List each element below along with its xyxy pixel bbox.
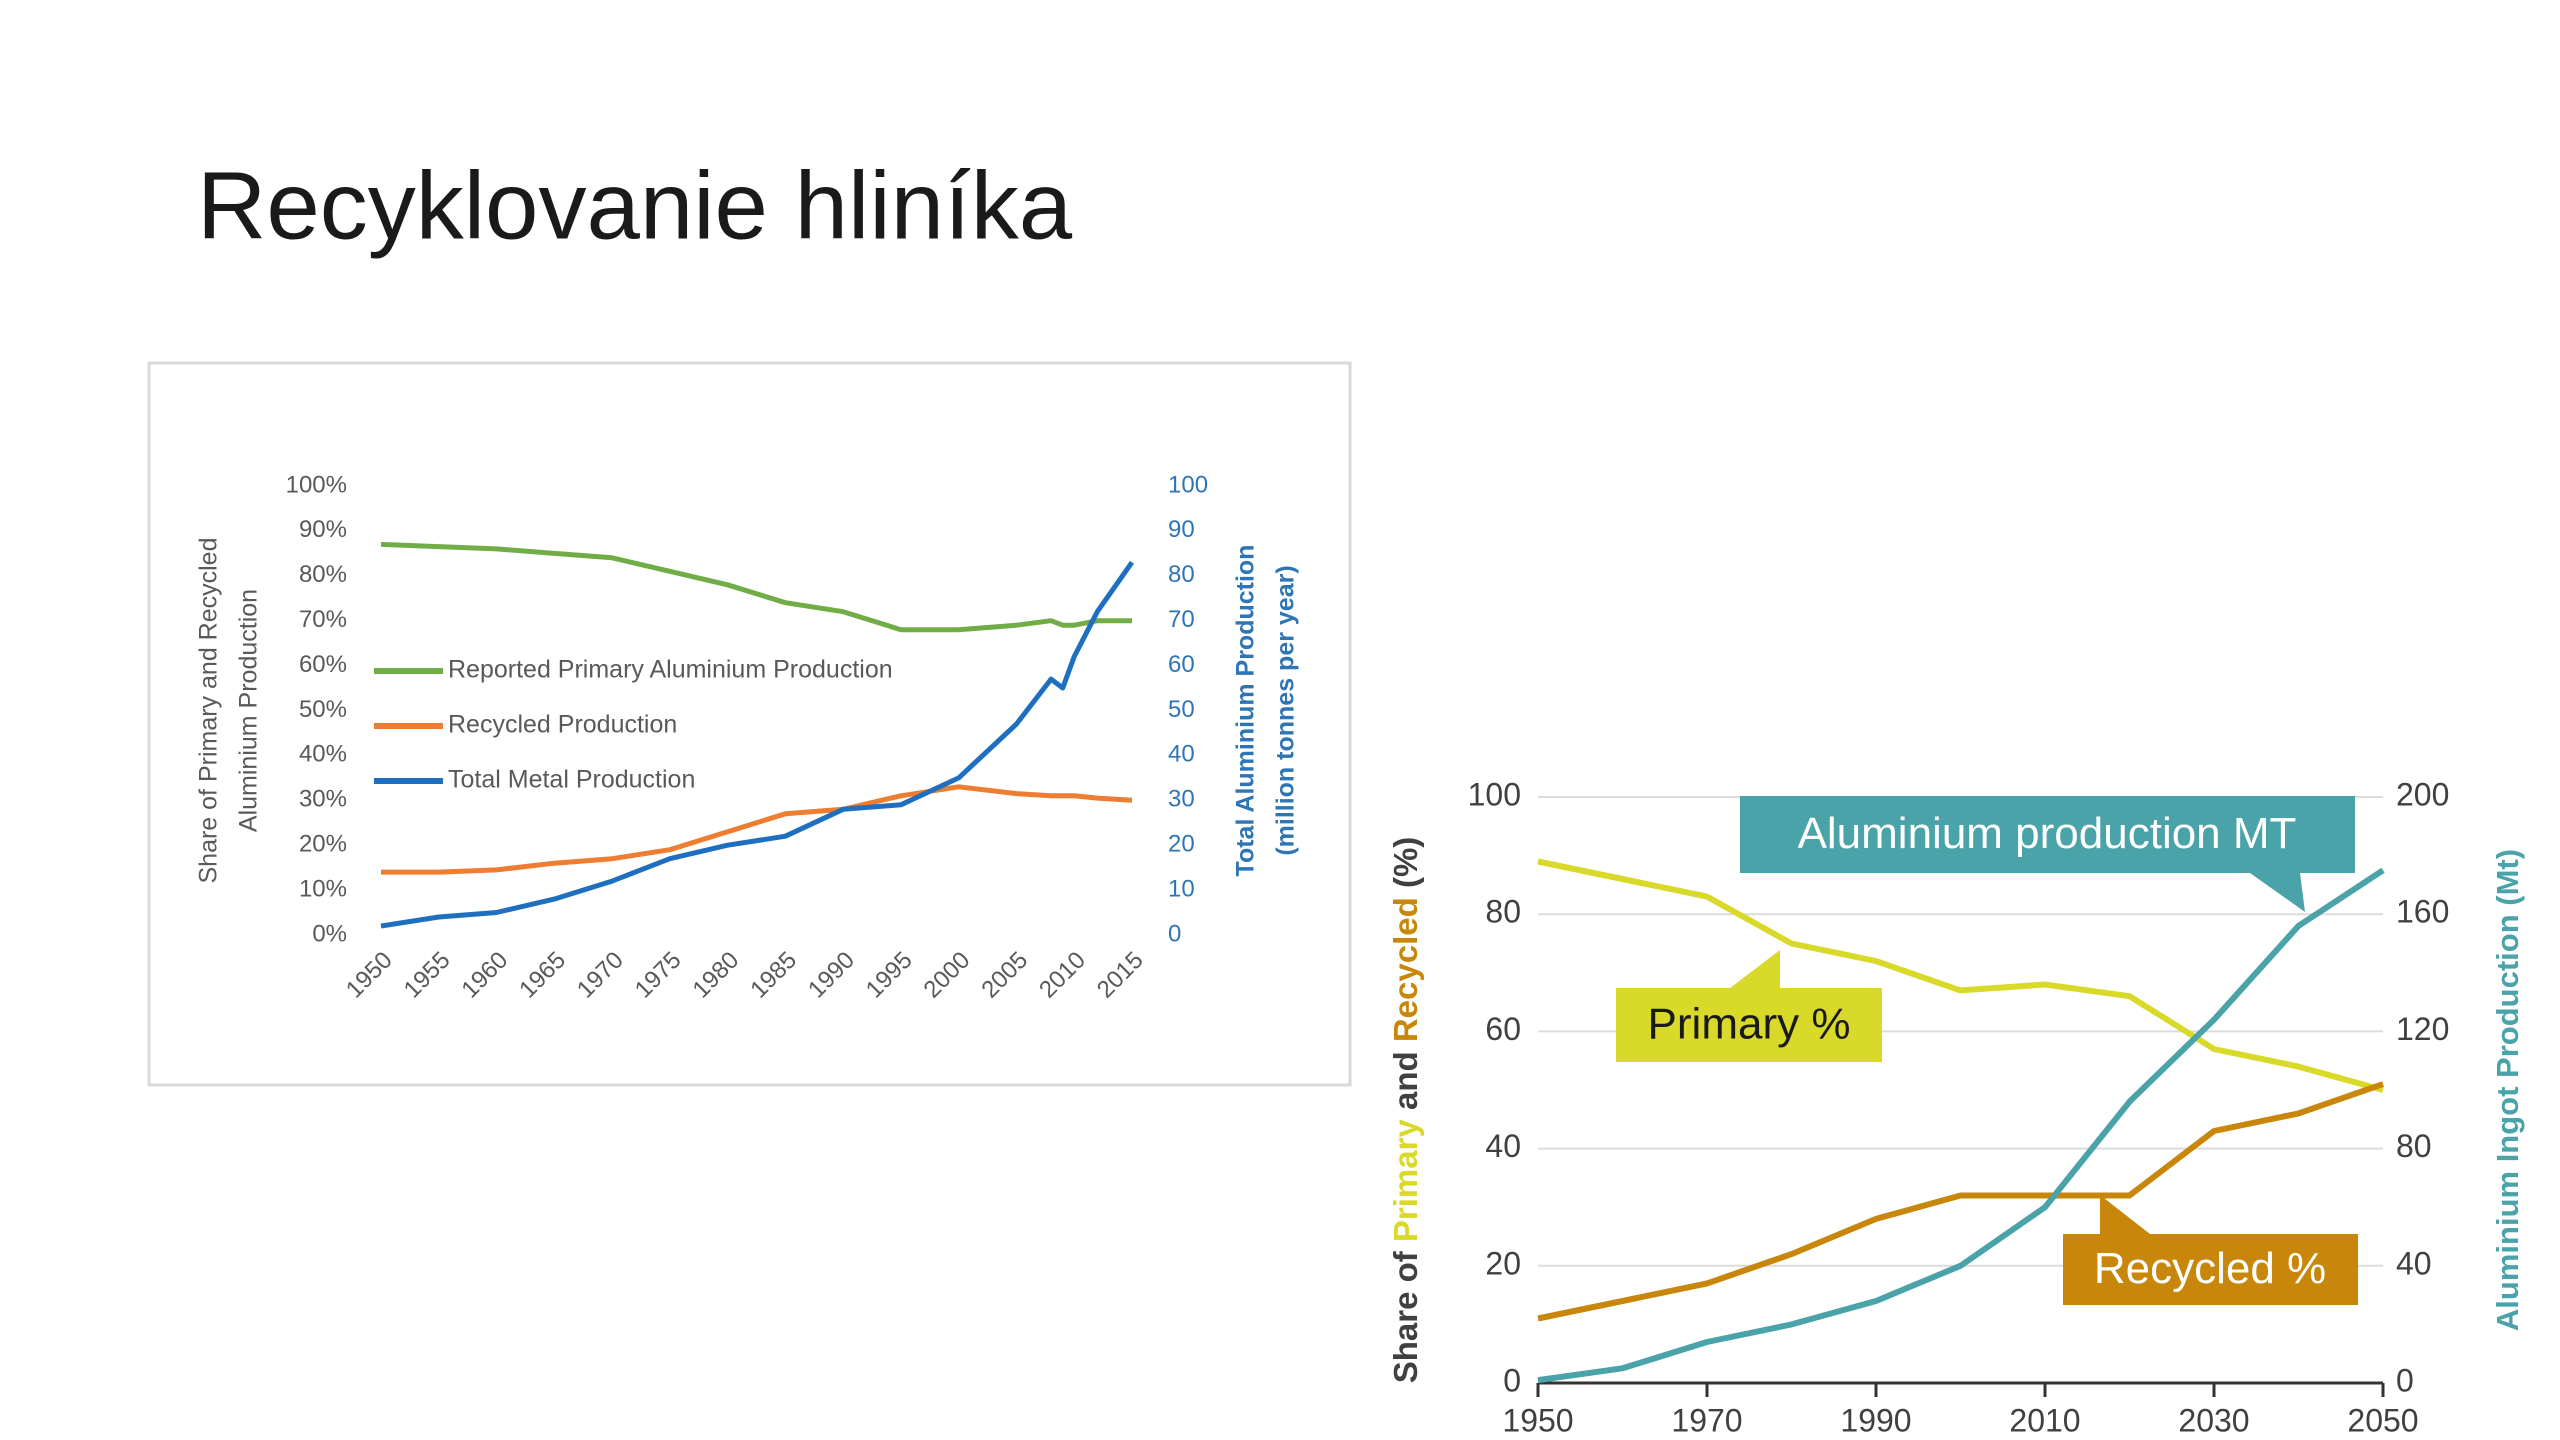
y-tick-label: 10% <box>299 875 347 902</box>
y2-tick-label: 0 <box>1168 920 1181 947</box>
series-line <box>1537 858 2384 1093</box>
legend-label: Recycled Production <box>448 711 677 739</box>
y2-tick-label: 20 <box>1168 831 1195 858</box>
y-axis-label: Aluminium Production <box>235 589 263 832</box>
x-tick-label: 2030 <box>2178 1402 2249 1438</box>
y-axis-label-part: and <box>1387 1042 1424 1119</box>
y-tick-label: 40 <box>1485 1128 1521 1164</box>
y2-tick-label: 10 <box>1168 875 1195 902</box>
y2-axis-label: (million tonnes per year) <box>1272 565 1300 855</box>
y2-tick-label: 60 <box>1168 651 1195 678</box>
y2-tick-label: 30 <box>1168 786 1195 813</box>
y-tick-label: 20% <box>299 831 347 858</box>
y-tick-label: 100% <box>286 471 347 498</box>
annotation-box <box>2063 1234 2358 1305</box>
slide-title: Recyklovanie hliníka <box>197 152 1073 259</box>
y2-tick-label: 100 <box>1168 471 1208 498</box>
y-tick-label: 60 <box>1485 1011 1521 1047</box>
y-tick-label: 80% <box>299 561 347 588</box>
annotation-box <box>1616 988 1882 1062</box>
y-axis-label: Share of Primary and Recycled <box>195 538 223 884</box>
series-line <box>1537 1081 2384 1322</box>
y-tick-label: 60% <box>299 651 347 678</box>
y2-tick-label: 90 <box>1168 516 1195 543</box>
y-axis-label-part: Recycled <box>1387 897 1424 1042</box>
y-axis-label-part: Primary <box>1387 1119 1424 1243</box>
y-axis-label-part: Share of <box>1387 1242 1424 1383</box>
y-tick-label: 90% <box>299 516 347 543</box>
x-tick-label: 1970 <box>1671 1402 1742 1438</box>
y2-tick-label: 120 <box>2396 1011 2449 1047</box>
x-tick-label: 1950 <box>1502 1402 1573 1438</box>
annotation-pointer <box>1730 950 1780 988</box>
y2-tick-label: 80 <box>2396 1128 2432 1164</box>
y-tick-label: 30% <box>299 786 347 813</box>
y2-tick-label: 200 <box>2396 776 2449 812</box>
legend-label: Reported Primary Aluminium Production <box>448 656 893 684</box>
y2-tick-label: 80 <box>1168 561 1195 588</box>
y2-tick-label: 40 <box>1168 741 1195 768</box>
x-tick-label: 1990 <box>1840 1402 1911 1438</box>
legend-label: Total Metal Production <box>448 766 695 794</box>
annotation-pointer <box>2250 873 2305 912</box>
y-tick-label: 0% <box>312 920 347 947</box>
series-line <box>380 560 1135 929</box>
y2-axis-label: Total Aluminium Production <box>1232 545 1260 877</box>
y-axis-label-part: (%) <box>1387 837 1424 898</box>
chart-frame <box>147 361 1352 1087</box>
y2-tick-label: 50 <box>1168 696 1195 723</box>
y-tick-label: 80 <box>1485 894 1521 930</box>
y-tick-label: 20 <box>1485 1245 1521 1281</box>
x-tick-label: 2050 <box>2347 1402 2418 1438</box>
y2-axis-label: Aluminium Ingot Production (Mt) <box>2490 849 2525 1331</box>
series-line <box>1537 867 2385 1384</box>
series-line <box>380 541 1132 633</box>
y-tick-label: 100 <box>1468 776 1521 812</box>
chart: 0% 10% 20% 30% 40% 50% 60% 70% 80% 90% 100% 0 10 20 30… <box>195 471 1300 1003</box>
y-tick-label: 40% <box>299 741 347 768</box>
y2-tick-label: 40 <box>2396 1245 2432 1281</box>
x-tick-label: 2010 <box>2009 1402 2080 1438</box>
y-tick-label: 0 <box>1503 1362 1521 1398</box>
annotation-text: Primary % <box>1648 1000 1851 1049</box>
chart: 0 20 40 60 80 100 0 40 80 120 160 200 1950 1970 1990 20… <box>1387 776 2525 1438</box>
y-axis-label: Share of Primary and Recycled (%) <box>1387 837 1424 1384</box>
annotation-box <box>1740 796 2355 873</box>
annotation-text: Aluminium production MT <box>1798 809 2297 858</box>
y-tick-label: 50% <box>299 696 347 723</box>
y2-tick-label: 160 <box>2396 894 2449 930</box>
annotation-text: Recycled % <box>2094 1244 2326 1293</box>
y2-tick-label: 70 <box>1168 606 1195 633</box>
y-tick-label: 70% <box>299 606 347 633</box>
y2-tick-label: 0 <box>2396 1362 2414 1398</box>
annotation-pointer <box>2100 1195 2150 1234</box>
